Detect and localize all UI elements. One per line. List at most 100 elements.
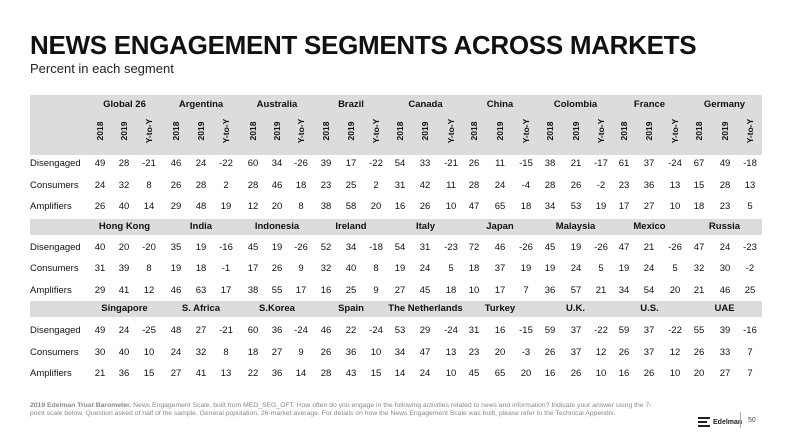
table-cell: 27 xyxy=(643,201,655,212)
table-cell: 32 xyxy=(118,180,130,191)
table-cell: 22 xyxy=(345,325,357,336)
table-cell: 28 xyxy=(247,180,259,191)
table-cell: 65 xyxy=(494,201,506,212)
table-cell: 9 xyxy=(298,263,304,274)
table-cell: 47 xyxy=(468,201,480,212)
table-cell: 19 xyxy=(271,242,283,253)
year-header: Y-to-Y xyxy=(371,118,381,144)
table-cell: 26 xyxy=(618,347,630,358)
table-cell: 20 xyxy=(693,368,705,379)
market-header: Colombia xyxy=(553,99,598,110)
table-cell: 5 xyxy=(448,263,454,274)
table-cell: 47 xyxy=(618,242,630,253)
footnote-text: News Engagement Scale, built from MED_SE… xyxy=(30,402,652,417)
table-cell: 17 xyxy=(247,263,259,274)
table-cell: -23 xyxy=(743,242,757,253)
table-cell: 65 xyxy=(494,368,506,379)
table-cell: 59 xyxy=(618,325,630,336)
market-header: Australia xyxy=(256,99,298,110)
market-header: Canada xyxy=(408,99,443,110)
table-cell: 19 xyxy=(170,263,182,274)
year-header: 2019 xyxy=(196,121,206,141)
table-cell: 36 xyxy=(544,285,556,296)
brand-name: Edelman xyxy=(713,418,743,426)
table-cell: 21 xyxy=(570,158,582,169)
table-cell: 12 xyxy=(669,347,681,358)
table-cell: 30 xyxy=(94,347,106,358)
table-cell: 20 xyxy=(494,347,506,358)
header-band xyxy=(30,301,762,317)
table-cell: 31 xyxy=(394,180,406,191)
table-cell: 55 xyxy=(693,325,705,336)
market-header: Hong Kong xyxy=(98,221,151,232)
table-cell: 13 xyxy=(220,368,232,379)
table-cell: 19 xyxy=(195,242,207,253)
table-cell: 61 xyxy=(618,158,630,169)
table-cell: 33 xyxy=(719,347,731,358)
market-header: Malaysia xyxy=(555,221,596,232)
market-header: Ireland xyxy=(335,221,367,232)
year-header: Y-to-Y xyxy=(296,118,306,144)
table-cell: 45 xyxy=(247,242,259,253)
table-cell: 23 xyxy=(719,201,731,212)
row-label: Consumers xyxy=(30,347,79,358)
table-cell: 38 xyxy=(320,201,332,212)
table-cell: 10 xyxy=(595,368,607,379)
table-cell: 23 xyxy=(320,180,332,191)
table-cell: -2 xyxy=(745,263,755,274)
table-cell: 8 xyxy=(223,347,229,358)
table-cell: 18 xyxy=(247,347,259,358)
table-cell: 37 xyxy=(570,325,582,336)
footnote-source: 2019 Edelman Trust Barometer. xyxy=(30,402,132,409)
table-cell: 21 xyxy=(693,285,705,296)
table-cell: 20 xyxy=(271,201,283,212)
year-header: 2018 xyxy=(694,121,704,141)
table-cell: 34 xyxy=(618,285,630,296)
table-cell: 16 xyxy=(320,285,332,296)
year-header: 2019 xyxy=(119,121,129,141)
table-cell: 31 xyxy=(419,242,431,253)
table-cell: 40 xyxy=(118,347,130,358)
year-header: 2018 xyxy=(619,121,629,141)
header-band xyxy=(30,219,762,235)
row-label: Disengaged xyxy=(30,325,81,336)
table-cell: 5 xyxy=(747,201,753,212)
table-cell: 12 xyxy=(247,201,259,212)
table-cell: 9 xyxy=(298,347,304,358)
market-header: The Netherlands xyxy=(388,303,463,314)
table-cell: 27 xyxy=(394,285,406,296)
year-header: 2018 xyxy=(248,121,258,141)
row-label: Disengaged xyxy=(30,242,81,253)
table-cell: 42 xyxy=(419,180,431,191)
table-cell: 31 xyxy=(94,263,106,274)
market-header: Brazil xyxy=(338,99,364,110)
table-cell: 49 xyxy=(94,158,106,169)
table-cell: 20 xyxy=(118,242,130,253)
table-cell: 57 xyxy=(570,285,582,296)
table-cell: -22 xyxy=(668,325,682,336)
table-cell: 40 xyxy=(94,242,106,253)
year-header: 2019 xyxy=(346,121,356,141)
table-cell: 16 xyxy=(544,368,556,379)
table-cell: 7 xyxy=(523,285,529,296)
table-cell: 2 xyxy=(373,180,379,191)
year-header: 2018 xyxy=(95,121,105,141)
market-header: S. Africa xyxy=(181,303,221,314)
table-cell: 32 xyxy=(320,263,332,274)
table-cell: 26 xyxy=(643,368,655,379)
table-cell: 11 xyxy=(495,158,505,169)
table-cell: 45 xyxy=(468,368,480,379)
table-cell: -26 xyxy=(519,242,533,253)
table-cell: 28 xyxy=(719,180,731,191)
table-cell: -26 xyxy=(294,158,308,169)
year-header: Y-to-Y xyxy=(670,118,680,144)
table-cell: -25 xyxy=(142,325,156,336)
footnote: 2019 Edelman Trust Barometer. News Engag… xyxy=(30,402,660,418)
market-header: Turkey xyxy=(484,303,516,314)
table-cell: 16 xyxy=(394,201,406,212)
market-header: Spain xyxy=(338,303,364,314)
table-cell: 27 xyxy=(271,347,283,358)
market-header: Argentina xyxy=(178,99,224,110)
table-cell: 18 xyxy=(468,263,480,274)
